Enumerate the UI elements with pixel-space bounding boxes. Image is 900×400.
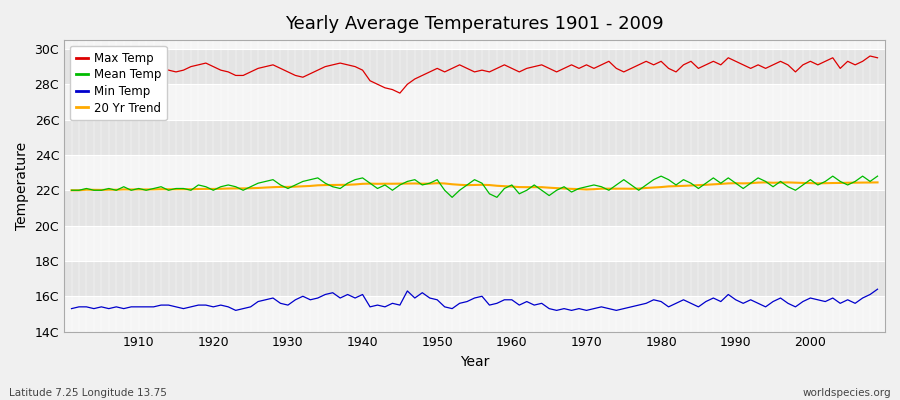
Bar — [64, 226, 885, 261]
Max Temp — [514, 70, 525, 74]
Max Temp — [394, 91, 405, 96]
Line: Min Temp: Min Temp — [71, 289, 878, 310]
Min Temp — [342, 292, 353, 297]
Max Temp — [290, 73, 301, 78]
20 Yr Trend — [596, 186, 607, 191]
Mean Temp — [656, 174, 667, 178]
Mean Temp — [126, 188, 137, 193]
Mean Temp — [604, 188, 615, 193]
Mean Temp — [514, 191, 525, 196]
20 Yr Trend — [290, 184, 301, 189]
X-axis label: Year: Year — [460, 355, 490, 369]
Bar — [64, 84, 885, 120]
Min Temp — [514, 303, 525, 308]
Mean Temp — [335, 186, 346, 191]
Legend: Max Temp, Mean Temp, Min Temp, 20 Yr Trend: Max Temp, Mean Temp, Min Temp, 20 Yr Tre… — [70, 46, 166, 120]
20 Yr Trend — [507, 184, 517, 189]
Max Temp — [66, 73, 77, 78]
Min Temp — [872, 287, 883, 292]
Bar — [64, 190, 885, 226]
Text: Latitude 7.25 Longitude 13.75: Latitude 7.25 Longitude 13.75 — [9, 388, 166, 398]
Line: 20 Yr Trend: 20 Yr Trend — [71, 182, 878, 190]
Max Temp — [604, 59, 615, 64]
Max Temp — [865, 54, 876, 58]
Mean Temp — [507, 182, 517, 187]
Bar — [64, 261, 885, 296]
Min Temp — [230, 308, 241, 313]
Text: worldspecies.org: worldspecies.org — [803, 388, 891, 398]
Mean Temp — [66, 188, 77, 193]
Max Temp — [126, 68, 137, 72]
20 Yr Trend — [499, 184, 509, 189]
Mean Temp — [290, 182, 301, 187]
20 Yr Trend — [760, 180, 771, 185]
Y-axis label: Temperature: Temperature — [15, 142, 29, 230]
Min Temp — [298, 294, 309, 299]
Title: Yearly Average Temperatures 1901 - 2009: Yearly Average Temperatures 1901 - 2009 — [285, 15, 664, 33]
Max Temp — [872, 55, 883, 60]
Mean Temp — [446, 195, 457, 200]
Min Temp — [507, 297, 517, 302]
Min Temp — [66, 306, 77, 311]
Max Temp — [335, 61, 346, 66]
Mean Temp — [872, 174, 883, 178]
Bar — [64, 49, 885, 84]
Line: Mean Temp: Mean Temp — [71, 176, 878, 197]
Bar — [64, 296, 885, 332]
Bar — [64, 155, 885, 190]
20 Yr Trend — [126, 187, 137, 192]
20 Yr Trend — [872, 180, 883, 185]
Bar — [64, 120, 885, 155]
Max Temp — [507, 66, 517, 71]
Min Temp — [604, 306, 615, 311]
Min Temp — [126, 304, 137, 309]
20 Yr Trend — [66, 188, 77, 193]
20 Yr Trend — [335, 182, 346, 187]
Line: Max Temp: Max Temp — [71, 56, 878, 93]
